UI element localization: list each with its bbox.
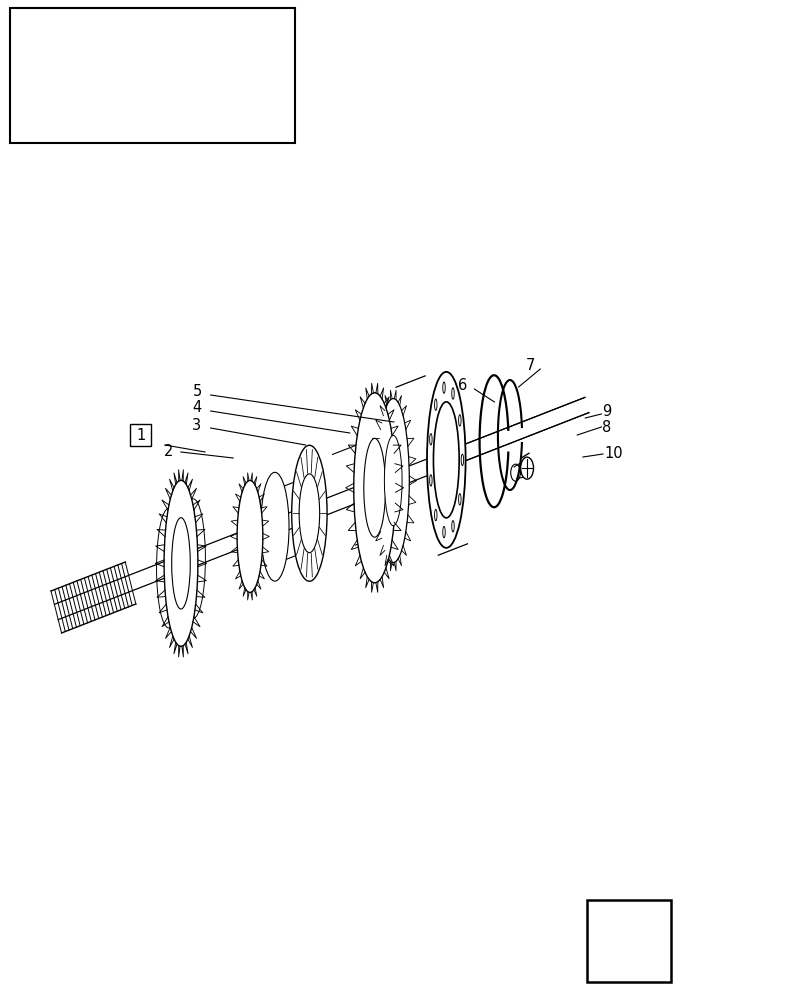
Ellipse shape: [377, 399, 409, 563]
Ellipse shape: [353, 393, 395, 583]
Polygon shape: [599, 910, 658, 972]
Ellipse shape: [260, 472, 288, 581]
Ellipse shape: [442, 526, 445, 538]
Polygon shape: [124, 17, 208, 52]
Ellipse shape: [426, 372, 465, 548]
Text: 5: 5: [192, 384, 202, 399]
Ellipse shape: [461, 454, 463, 466]
Ellipse shape: [164, 480, 198, 646]
Ellipse shape: [442, 382, 445, 393]
Ellipse shape: [237, 480, 263, 592]
Text: 3: 3: [192, 418, 202, 432]
Ellipse shape: [451, 388, 454, 399]
Text: 2: 2: [164, 444, 173, 460]
Text: 4: 4: [192, 400, 202, 416]
Ellipse shape: [520, 457, 533, 479]
Ellipse shape: [458, 415, 460, 426]
Ellipse shape: [451, 521, 454, 532]
Ellipse shape: [429, 475, 431, 486]
Ellipse shape: [384, 435, 402, 526]
Ellipse shape: [433, 402, 459, 518]
Text: 9: 9: [601, 404, 611, 420]
Text: 8: 8: [601, 420, 611, 434]
Ellipse shape: [291, 445, 327, 581]
Text: 7: 7: [525, 358, 535, 372]
Ellipse shape: [510, 464, 520, 481]
Polygon shape: [609, 917, 646, 960]
Text: 1: 1: [136, 428, 145, 442]
Ellipse shape: [434, 399, 437, 410]
Bar: [23, 26, 270, 125]
Ellipse shape: [363, 438, 385, 537]
Ellipse shape: [190, 68, 215, 88]
Ellipse shape: [458, 494, 460, 505]
Ellipse shape: [429, 434, 431, 445]
Ellipse shape: [79, 56, 124, 90]
Ellipse shape: [434, 509, 437, 521]
Text: 6: 6: [457, 378, 467, 393]
Ellipse shape: [299, 474, 320, 553]
Text: 10: 10: [603, 446, 622, 462]
Ellipse shape: [172, 518, 190, 609]
